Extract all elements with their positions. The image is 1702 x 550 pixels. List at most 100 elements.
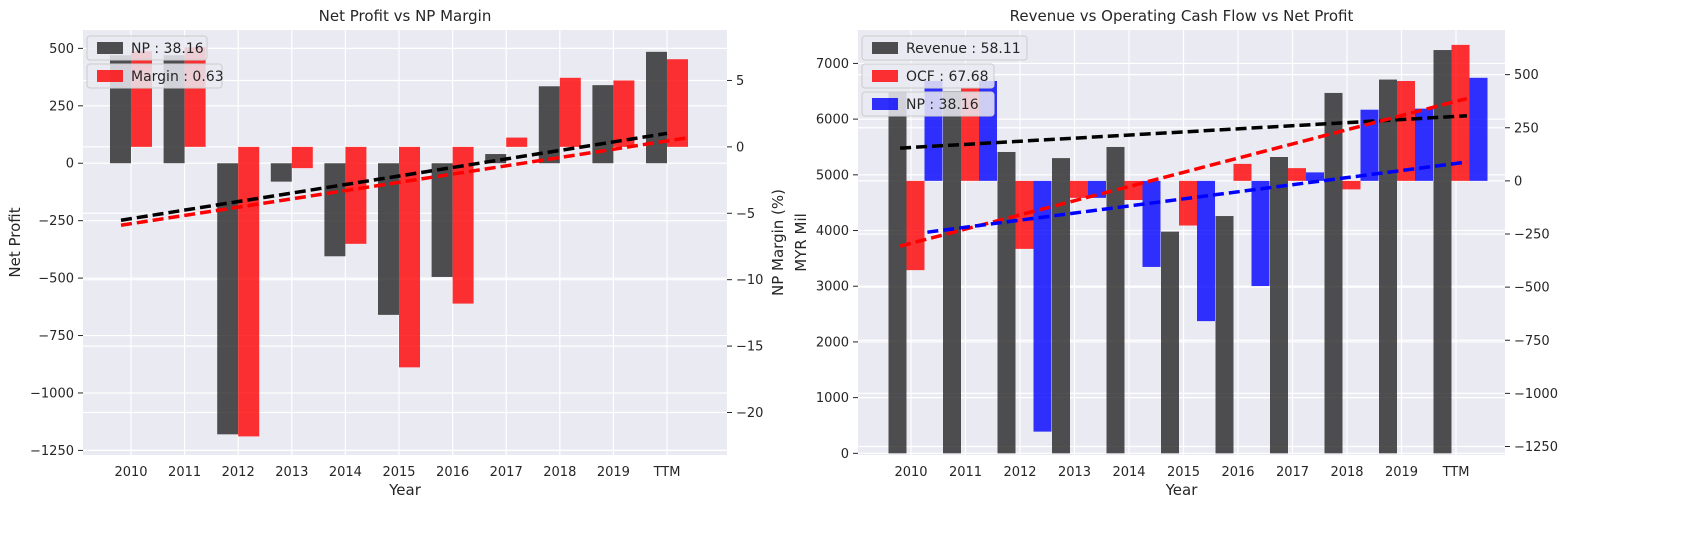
bar-margin-2017	[506, 137, 528, 147]
xtick-label: 2014	[1112, 465, 1145, 480]
chart-title: Net Profit vs NP Margin	[319, 7, 492, 25]
bar-np-ttm	[646, 51, 667, 164]
bar-np-2014	[324, 163, 346, 257]
y2tick-label: −20	[736, 406, 763, 421]
bar-margin-2014	[345, 146, 367, 244]
bar-np-2013	[270, 163, 292, 182]
ytick-label: 250	[49, 99, 74, 114]
ytick-label: 0	[841, 447, 849, 462]
ytick-label: 1000	[816, 391, 849, 406]
bar-revenue-2015	[1161, 231, 1179, 454]
bar-revenue-ttm	[1433, 50, 1452, 454]
bar-margin-2018	[559, 77, 581, 147]
y2tick-label: 5	[736, 74, 744, 89]
legend-swatch	[872, 98, 898, 110]
y2tick-label: 500	[1514, 68, 1539, 83]
xtick-label: 2012	[222, 465, 255, 480]
ytick-label: 2000	[816, 335, 849, 350]
ytick-label: 4000	[816, 224, 849, 239]
bar-ocf-2010	[906, 180, 925, 271]
bar-revenue-2019	[1379, 79, 1397, 454]
y2tick-label: 250	[1514, 121, 1539, 136]
xtick-label: 2017	[490, 465, 523, 480]
legend-label: Revenue : 58.11	[906, 41, 1021, 57]
legend-swatch	[97, 42, 123, 54]
legend-label: Margin : 0.63	[131, 69, 224, 85]
y2tick-label: 0	[1514, 174, 1522, 189]
xtick-label: 2010	[114, 465, 147, 480]
bar-np-2019	[1415, 108, 1433, 181]
trendline-black	[120, 131, 668, 222]
trendline-blue	[927, 160, 1468, 234]
bar-margin-2015	[399, 146, 420, 368]
ytick-label: 6000	[816, 113, 849, 128]
bar-margin-2011	[184, 47, 206, 147]
y2tick-label: −500	[1514, 281, 1550, 296]
bar-margin-2012	[238, 146, 260, 437]
ytick-label: −250	[38, 214, 74, 229]
bar-revenue-2014	[1106, 146, 1125, 454]
trendline-red	[899, 96, 1468, 248]
bar-ocf-2018	[1342, 180, 1361, 190]
bar-np-2016	[431, 163, 453, 277]
xtick-label: 2010	[894, 465, 927, 480]
xtick-label: 2017	[1276, 465, 1309, 480]
xtick-label: 2011	[168, 465, 201, 480]
legend-label: NP : 38.16	[131, 41, 204, 57]
y-axis-label: MYR Mil	[792, 213, 810, 272]
bar-ocf-2017	[1288, 168, 1306, 181]
bar-margin-2016	[452, 146, 474, 304]
legend-swatch	[872, 42, 898, 54]
xtick-label: 2012	[1003, 465, 1036, 480]
xtick-label: 2016	[436, 465, 469, 480]
y2tick-label: −1250	[1514, 440, 1558, 455]
x-axis-label: Year	[388, 481, 422, 499]
bar-np-2015	[1197, 180, 1215, 322]
legend-box	[861, 35, 1028, 61]
y2tick-label: −10	[736, 273, 763, 288]
ytick-label: 0	[66, 157, 74, 172]
xtick-label: 2019	[1385, 465, 1418, 480]
ytick-label: 5000	[816, 168, 849, 183]
chart-panel-1: 500 250 0 −250 −500 −750 −1000 −1250 5 0 −5 −10 −15 −…	[6, 7, 787, 499]
y-axis-label: Net Profit	[6, 207, 24, 277]
ytick-label: −500	[38, 272, 74, 287]
y2tick-label: −5	[736, 207, 755, 222]
bar-margin-2013	[291, 146, 313, 169]
bar-np-2016	[1251, 180, 1270, 287]
y2-axis-label: NP Margin (%)	[769, 189, 787, 296]
xtick-label: 2015	[1167, 465, 1200, 480]
bar-revenue-2010	[888, 92, 907, 454]
bar-ocf-2013	[1070, 180, 1088, 198]
bar-np-2017	[1306, 172, 1324, 181]
bar-ocf-2016	[1233, 163, 1252, 181]
bar-revenue-2018	[1324, 92, 1343, 454]
bar-ocf-2019	[1397, 81, 1415, 181]
xtick-label: 2011	[949, 465, 982, 480]
ytick-label: 3000	[816, 280, 849, 295]
bar-np-ttm	[1469, 77, 1488, 181]
bar-margin-ttm	[667, 59, 688, 147]
xtick-label: 2016	[1221, 465, 1254, 480]
bar-revenue-2013	[1052, 158, 1070, 454]
xtick-label: 2019	[597, 465, 630, 480]
bar-np-2012	[217, 163, 239, 435]
trendline-black	[900, 114, 1467, 150]
xtick-label: 2013	[1058, 465, 1091, 480]
xtick-label: 2013	[275, 465, 308, 480]
xtick-label: 2018	[1330, 465, 1363, 480]
bar-revenue-2012	[997, 151, 1016, 454]
bar-np-2018	[538, 86, 560, 164]
xtick-label: 2015	[382, 465, 415, 480]
ytick-label: 500	[49, 42, 74, 57]
bar-np-2015	[378, 163, 399, 315]
bar-np-2017	[485, 154, 507, 164]
xtick-label: TTM	[653, 465, 681, 480]
xtick-label: 2018	[543, 465, 576, 480]
chart-title: Revenue vs Operating Cash Flow vs Net Pr…	[1010, 7, 1354, 25]
bar-margin-2019	[613, 80, 635, 147]
ytick-label: 7000	[816, 57, 849, 72]
x-axis-label: Year	[1165, 481, 1199, 499]
bar-revenue-2011	[943, 91, 961, 454]
